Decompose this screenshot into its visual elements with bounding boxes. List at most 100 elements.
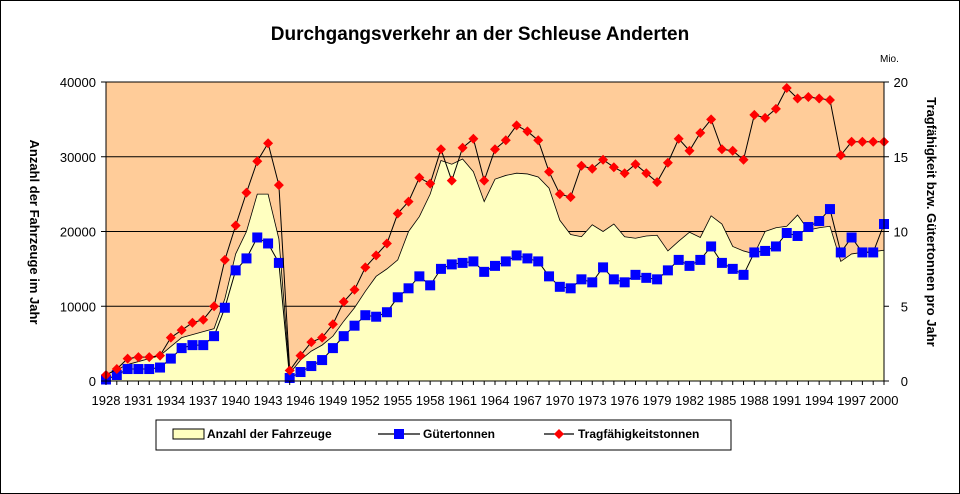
point-guetertonnen <box>868 247 879 258</box>
point-tragfaehigkeit <box>263 138 274 149</box>
x-tick-label: 1991 <box>772 393 801 408</box>
point-tragfaehigkeit <box>479 175 490 186</box>
point-guetertonnen <box>662 265 673 276</box>
point-tragfaehigkeit <box>144 352 155 363</box>
point-guetertonnen <box>814 216 825 227</box>
point-tragfaehigkeit <box>371 250 382 261</box>
point-guetertonnen <box>608 274 619 285</box>
point-guetertonnen <box>306 361 317 372</box>
point-guetertonnen <box>111 370 122 381</box>
point-tragfaehigkeit <box>511 120 522 131</box>
point-guetertonnen <box>435 263 446 274</box>
left-tick-label: 20000 <box>60 225 96 240</box>
point-guetertonnen <box>284 373 295 384</box>
point-guetertonnen <box>209 331 220 342</box>
point-guetertonnen <box>500 256 511 267</box>
point-tragfaehigkeit <box>435 144 446 155</box>
point-tragfaehigkeit <box>684 145 695 156</box>
point-guetertonnen <box>749 247 760 258</box>
point-guetertonnen <box>598 262 609 273</box>
point-tragfaehigkeit <box>446 175 457 186</box>
x-tick-label: 1949 <box>318 393 347 408</box>
x-tick-label: 1964 <box>481 393 510 408</box>
point-guetertonnen <box>176 343 187 354</box>
point-tragfaehigkeit <box>176 325 187 336</box>
x-tick-label: 1970 <box>545 393 574 408</box>
x-tick-label: 1985 <box>707 393 736 408</box>
point-guetertonnen <box>846 232 857 243</box>
x-tick-label: 2000 <box>870 393 899 408</box>
point-guetertonnen <box>727 263 738 274</box>
point-tragfaehigkeit <box>857 136 868 147</box>
point-guetertonnen <box>770 241 781 252</box>
point-tragfaehigkeit <box>598 154 609 165</box>
point-tragfaehigkeit <box>522 126 533 137</box>
point-guetertonnen <box>349 320 360 331</box>
point-guetertonnen <box>371 311 382 322</box>
left-tick-labels: 0 10000 20000 30000 40000 <box>60 75 106 389</box>
x-tick-label: 1976 <box>610 393 639 408</box>
point-tragfaehigkeit <box>533 135 544 146</box>
point-guetertonnen <box>522 253 533 264</box>
point-guetertonnen <box>760 245 771 256</box>
x-tick-label: 1946 <box>286 393 315 408</box>
point-tragfaehigkeit <box>727 145 738 156</box>
point-guetertonnen <box>230 265 241 276</box>
point-guetertonnen <box>803 222 814 233</box>
point-tragfaehigkeit <box>695 127 706 138</box>
x-tick-label: 1928 <box>92 393 121 408</box>
point-guetertonnen <box>706 241 717 252</box>
point-tragfaehigkeit <box>230 220 241 231</box>
point-tragfaehigkeit <box>803 91 814 102</box>
point-tragfaehigkeit <box>403 196 414 207</box>
legend-marker-tragfaehigkeit <box>554 429 564 439</box>
point-tragfaehigkeit <box>608 162 619 173</box>
point-tragfaehigkeit <box>846 136 857 147</box>
point-guetertonnen <box>641 272 652 283</box>
point-tragfaehigkeit <box>219 254 230 265</box>
point-tragfaehigkeit <box>392 208 403 219</box>
right-tick-labels: 0 5 10 15 20 <box>884 75 908 389</box>
point-tragfaehigkeit <box>381 238 392 249</box>
x-tick-label: 1967 <box>513 393 542 408</box>
point-guetertonnen <box>263 238 274 249</box>
point-tragfaehigkeit <box>706 114 717 125</box>
point-tragfaehigkeit <box>738 154 749 165</box>
point-guetertonnen <box>824 204 835 215</box>
point-tragfaehigkeit <box>284 365 295 376</box>
point-guetertonnen <box>630 269 641 280</box>
x-tick-label: 1952 <box>351 393 380 408</box>
point-guetertonnen <box>198 340 209 351</box>
point-guetertonnen <box>122 364 133 375</box>
x-tick-label: 1994 <box>805 393 834 408</box>
point-guetertonnen <box>155 362 166 373</box>
point-tragfaehigkeit <box>349 284 360 295</box>
right-tick-label: 0 <box>901 374 908 389</box>
lines-layer <box>101 82 889 385</box>
x-tick-label: 1961 <box>448 393 477 408</box>
point-guetertonnen <box>403 283 414 294</box>
legend-box <box>155 419 732 451</box>
point-guetertonnen <box>360 310 371 321</box>
point-tragfaehigkeit <box>133 352 144 363</box>
point-guetertonnen <box>544 271 555 282</box>
right-axis-unit: Mio. <box>880 54 899 65</box>
left-tick-label: 10000 <box>60 299 96 314</box>
point-tragfaehigkeit <box>673 133 684 144</box>
point-tragfaehigkeit <box>360 262 371 273</box>
x-tick-label: 1934 <box>156 393 185 408</box>
point-tragfaehigkeit <box>414 172 425 183</box>
point-guetertonnen <box>273 257 284 268</box>
point-guetertonnen <box>425 280 436 291</box>
point-guetertonnen <box>490 260 500 271</box>
point-guetertonnen <box>554 281 565 292</box>
point-guetertonnen <box>295 367 306 378</box>
point-guetertonnen <box>165 353 176 364</box>
x-tick-label: 1988 <box>740 393 769 408</box>
point-tragfaehigkeit <box>652 177 663 188</box>
point-guetertonnen <box>457 257 468 268</box>
point-guetertonnen <box>381 307 392 318</box>
point-tragfaehigkeit <box>295 350 306 361</box>
point-tragfaehigkeit <box>630 159 641 170</box>
